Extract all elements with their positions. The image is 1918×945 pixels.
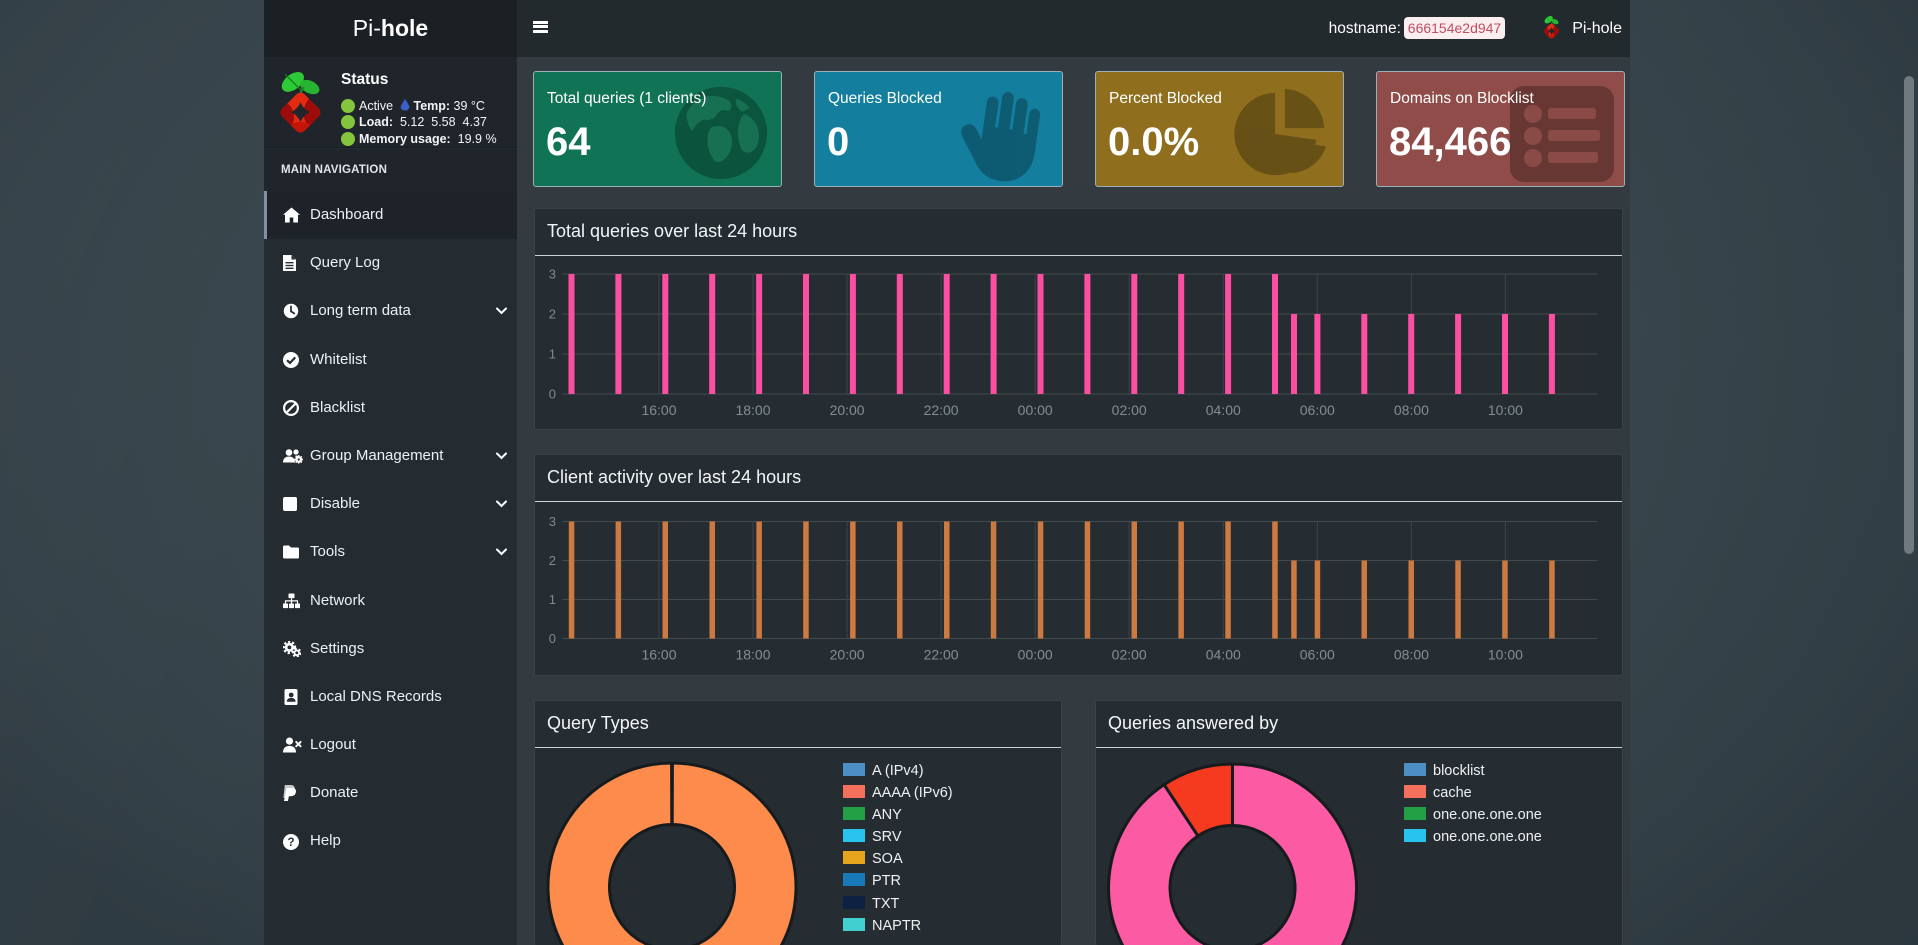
svg-text:?: ? <box>287 837 294 849</box>
